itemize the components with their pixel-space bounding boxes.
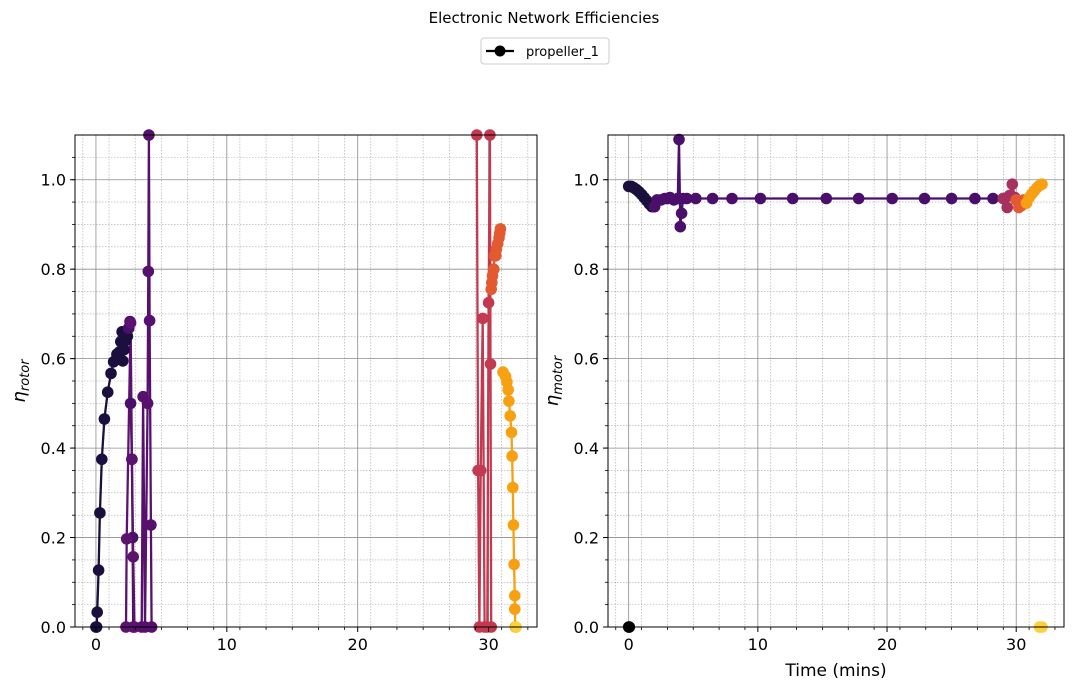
data-point (673, 133, 685, 146)
data-point (124, 397, 137, 410)
data-point (502, 384, 514, 396)
data-point (726, 192, 738, 205)
y-tick-label: 0.2 (574, 529, 599, 548)
data-point (507, 481, 519, 494)
data-point (145, 519, 157, 531)
data-point (476, 312, 489, 325)
data-point (482, 296, 495, 309)
motor-efficiency-axes: 0 10 20 30 0.0 0.2 0.4 0.6 0.8 1.0 ηmotor Time (min… (542, 133, 1065, 681)
y-tick-label: 1.0 (41, 171, 66, 190)
y-tick-label: 0.4 (41, 439, 66, 458)
data-point (92, 564, 105, 576)
data-point (142, 265, 155, 278)
x-tick-label: 10 (217, 635, 237, 654)
data-point (118, 343, 130, 356)
data-point (507, 519, 520, 531)
legend-marker (494, 45, 506, 57)
data-point (141, 397, 154, 410)
data-point (124, 317, 137, 329)
data-point (969, 192, 981, 205)
y-tick-label: 0.6 (574, 350, 599, 369)
data-point (509, 589, 521, 602)
data-point (675, 207, 688, 220)
series-line (140, 135, 153, 627)
data-point (117, 355, 129, 367)
plot-area (95, 135, 517, 627)
legend-box (480, 37, 610, 65)
data-point (1036, 178, 1048, 190)
data-point (508, 558, 520, 571)
markers (622, 133, 1048, 633)
y-tick-label: 0.4 (574, 439, 599, 458)
data-point (96, 453, 108, 466)
x-tick-label: 0 (91, 635, 101, 654)
series-line (124, 322, 136, 627)
data-point (987, 192, 999, 205)
data-point (674, 220, 687, 233)
data-point (105, 367, 117, 380)
x-tick-label: 10 (748, 635, 768, 654)
data-point (918, 192, 931, 205)
x-tick-label: 0 (624, 635, 634, 654)
data-point (505, 426, 518, 439)
data-point (886, 192, 898, 205)
data-point (504, 410, 516, 422)
data-point (706, 192, 719, 205)
data-point (126, 453, 138, 466)
data-point (509, 603, 521, 615)
data-point (91, 606, 103, 618)
data-point (1006, 178, 1019, 190)
data-point (474, 464, 487, 477)
legend-label: propeller_1 (526, 45, 599, 60)
y-tick-label: 0.0 (574, 618, 599, 637)
data-point (488, 263, 500, 276)
legend: propeller_1 (480, 37, 610, 65)
chart-title: Electronic Network Efficiencies (429, 9, 660, 27)
data-point (852, 192, 865, 205)
data-point (503, 395, 515, 407)
x-tick-label: 30 (1006, 635, 1026, 654)
x-tick-label: 20 (348, 635, 368, 654)
data-point (754, 192, 767, 205)
data-point (484, 358, 497, 370)
data-point (945, 192, 958, 205)
data-point (690, 192, 702, 205)
x-axis-label: Time (mins) (784, 661, 886, 681)
data-point (94, 507, 106, 519)
y-tick-label: 1.0 (574, 171, 599, 190)
y-tick-label: 0.8 (41, 260, 66, 279)
data-point (143, 314, 156, 327)
series-line (653, 139, 1004, 227)
x-tick-label: 20 (877, 635, 897, 654)
data-point (681, 192, 693, 205)
data-point (120, 533, 133, 545)
data-point (1001, 201, 1013, 214)
data-point (494, 223, 507, 235)
data-point (127, 551, 139, 563)
y-tick-label: 0.6 (41, 350, 66, 369)
data-point (820, 192, 833, 205)
y-tick-label: 0.2 (41, 529, 66, 548)
y-axis-label: ηrotor (9, 358, 33, 403)
data-point (98, 413, 111, 425)
rotor-efficiency-axes: 0 10 20 30 0.0 0.2 0.4 0.6 0.8 1.0 ηrotor (9, 129, 538, 654)
y-axis-label: ηmotor (542, 354, 566, 406)
data-point (506, 450, 518, 462)
y-tick-label: 0.8 (574, 260, 599, 279)
y-tick-label: 0.0 (41, 618, 66, 637)
data-point (786, 192, 799, 205)
x-tick-label: 30 (478, 635, 498, 654)
data-point (101, 386, 114, 399)
series-line (475, 135, 493, 627)
plot-area (628, 139, 1043, 627)
